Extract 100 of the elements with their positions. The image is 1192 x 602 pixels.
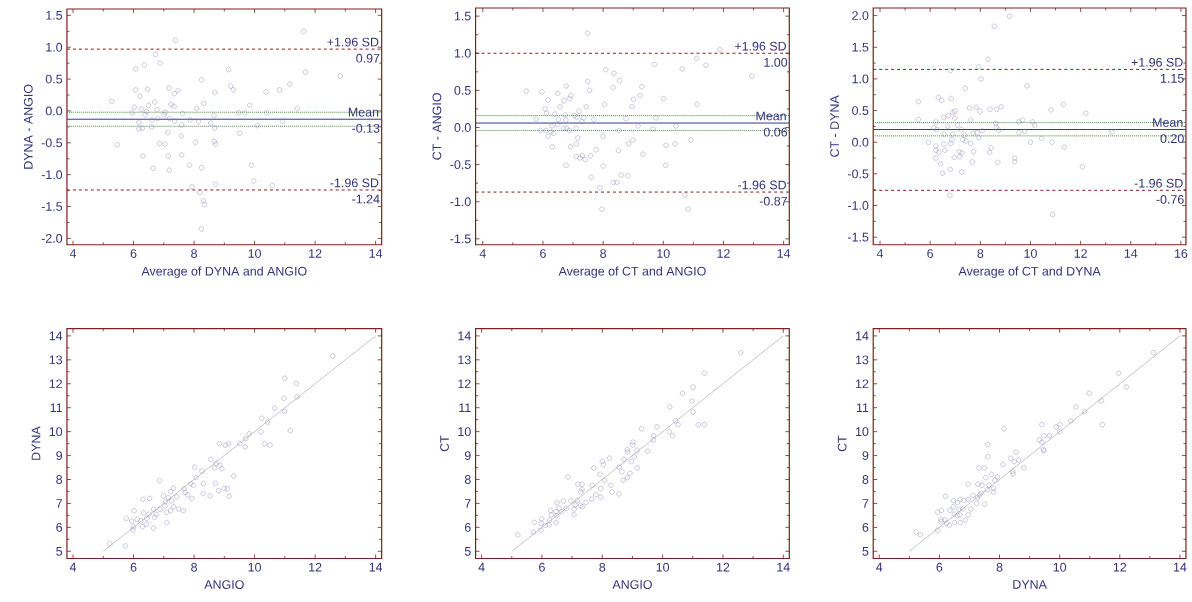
y-tick-label: -0.5 bbox=[847, 169, 869, 179]
x-tick-label: 4 bbox=[478, 562, 485, 572]
annotation: 1.00 bbox=[764, 57, 788, 67]
y-tick-label: 1.5 bbox=[852, 42, 869, 52]
y-tick-label: 12 bbox=[49, 379, 62, 388]
y-axis-title: CT bbox=[837, 435, 847, 452]
ref-line-label: +1.96 SD bbox=[735, 41, 786, 51]
x-tick-label: 12 bbox=[717, 248, 730, 258]
x-tick-label: 4 bbox=[876, 562, 883, 572]
y-tick-label: 9 bbox=[464, 450, 471, 460]
annotation: 0.97 bbox=[356, 53, 380, 63]
y-tick-label: 12 bbox=[458, 379, 471, 388]
x-tick-label: 12 bbox=[1074, 248, 1087, 258]
ref-line-label: +1.96 SD bbox=[327, 37, 379, 47]
y-tick-label: 12 bbox=[856, 379, 869, 388]
annotation: -0.76 bbox=[1156, 194, 1184, 204]
y-tick-label: -2.0 bbox=[41, 233, 63, 243]
ref-line-label: -1.96 SD bbox=[330, 178, 379, 188]
y-axis-title: CT bbox=[440, 435, 449, 452]
ref-line-label: -1.96 SD bbox=[738, 180, 786, 190]
y-tick-label: -1.0 bbox=[847, 200, 869, 210]
x-tick-label: 10 bbox=[248, 248, 261, 258]
y-tick-label: 5 bbox=[56, 546, 63, 556]
x-tick-label: 10 bbox=[1053, 562, 1067, 572]
y-tick-label: 0.0 bbox=[45, 106, 63, 116]
y-tick-label: 9 bbox=[862, 450, 869, 460]
x-tick-label: 14 bbox=[1124, 248, 1138, 258]
y-tick-label: 13 bbox=[458, 355, 471, 365]
y-tick-label: -0.5 bbox=[450, 159, 471, 169]
x-tick-label: 4 bbox=[69, 248, 77, 258]
x-tick-label: 8 bbox=[600, 248, 607, 258]
x-tick-label: 12 bbox=[716, 562, 730, 572]
y-tick-label: 14 bbox=[49, 331, 63, 340]
y-tick-label: 13 bbox=[49, 355, 63, 365]
y-tick-label: 5 bbox=[464, 546, 471, 556]
y-tick-label: 0.0 bbox=[454, 122, 471, 132]
x-axis-title: ANGIO bbox=[612, 579, 652, 589]
y-tick-label: 11 bbox=[459, 403, 471, 412]
y-tick-label: 13 bbox=[856, 355, 869, 365]
y-tick-label: 1.5 bbox=[46, 10, 63, 20]
x-axis-title: ANGIO bbox=[204, 579, 244, 589]
y-tick-label: 10 bbox=[49, 427, 63, 436]
y-tick-label: 8 bbox=[56, 474, 63, 484]
x-axis-title: DYNA bbox=[1013, 579, 1047, 589]
x-tick-label: 10 bbox=[656, 562, 670, 572]
annotation: -0.87 bbox=[759, 196, 787, 206]
x-tick-label: 14 bbox=[369, 248, 383, 258]
y-tick-label: 11 bbox=[50, 403, 62, 412]
y-tick-label: 6 bbox=[464, 522, 471, 532]
y-tick-label: 1.5 bbox=[454, 11, 471, 21]
y-tick-label: -1.5 bbox=[847, 232, 869, 242]
y-tick-label: -1.0 bbox=[41, 170, 63, 179]
x-tick-label: 8 bbox=[191, 248, 197, 258]
x-tick-label: 10 bbox=[248, 562, 261, 572]
y-tick-label: 0.5 bbox=[852, 105, 869, 115]
y-tick-label: 14 bbox=[856, 331, 869, 340]
x-tick-label: 6 bbox=[936, 562, 943, 572]
y-tick-label: 14 bbox=[458, 331, 471, 340]
y-tick-label: -1.0 bbox=[450, 197, 471, 206]
x-tick-label: 14 bbox=[1173, 562, 1187, 572]
y-tick-label: 6 bbox=[862, 522, 869, 532]
ref-line-label: +1.96 SD bbox=[1131, 57, 1183, 67]
y-tick-label: 10 bbox=[856, 427, 869, 436]
y-tick-label: 0.5 bbox=[45, 74, 63, 84]
x-axis-title: Average of CT and ANGIO bbox=[558, 266, 706, 278]
x-tick-label: 6 bbox=[130, 248, 137, 258]
y-tick-label: -1.5 bbox=[41, 201, 63, 211]
y-tick-label: 7 bbox=[862, 498, 869, 508]
x-tick-label: 14 bbox=[777, 248, 791, 258]
y-tick-label: 0.0 bbox=[852, 137, 869, 147]
x-tick-label: 12 bbox=[1113, 562, 1127, 572]
y-tick-label: 8 bbox=[464, 474, 471, 484]
y-tick-label: 9 bbox=[56, 450, 63, 460]
y-tick-label: 11 bbox=[856, 403, 869, 412]
y-tick-label: -0.5 bbox=[41, 138, 63, 147]
x-tick-label: 8 bbox=[977, 248, 984, 258]
x-tick-label: 8 bbox=[996, 562, 1003, 572]
x-axis-title: Average of DYNA and ANGIO bbox=[141, 266, 307, 278]
x-axis-title: Average of CT and DYNA bbox=[958, 266, 1101, 278]
x-tick-label: 10 bbox=[1024, 248, 1037, 258]
x-tick-label: 14 bbox=[777, 562, 790, 572]
y-axis-title: CT - ANGIO bbox=[432, 92, 442, 160]
x-tick-label: 8 bbox=[191, 562, 197, 572]
x-tick-label: 8 bbox=[599, 562, 606, 572]
y-axis-title: DYNA bbox=[31, 426, 41, 460]
ref-line-label: Mean bbox=[1153, 117, 1183, 127]
ref-line-label: Mean bbox=[348, 107, 379, 117]
ref-line-label: Mean bbox=[756, 111, 786, 121]
x-tick-label: 12 bbox=[309, 562, 322, 572]
x-tick-label: 4 bbox=[69, 562, 77, 572]
y-tick-label: 1.0 bbox=[46, 42, 63, 52]
y-tick-label: -1.5 bbox=[450, 234, 471, 243]
y-tick-label: 2.0 bbox=[852, 10, 869, 20]
x-tick-label: 14 bbox=[369, 562, 383, 572]
y-axis-title: DYNA - ANGIO bbox=[23, 84, 33, 169]
y-tick-label: 0.5 bbox=[454, 85, 471, 95]
annotation: 0.20 bbox=[1160, 134, 1184, 143]
x-tick-label: 6 bbox=[540, 248, 546, 258]
x-tick-label: 6 bbox=[927, 248, 934, 258]
annotation: 0.06 bbox=[763, 127, 788, 137]
